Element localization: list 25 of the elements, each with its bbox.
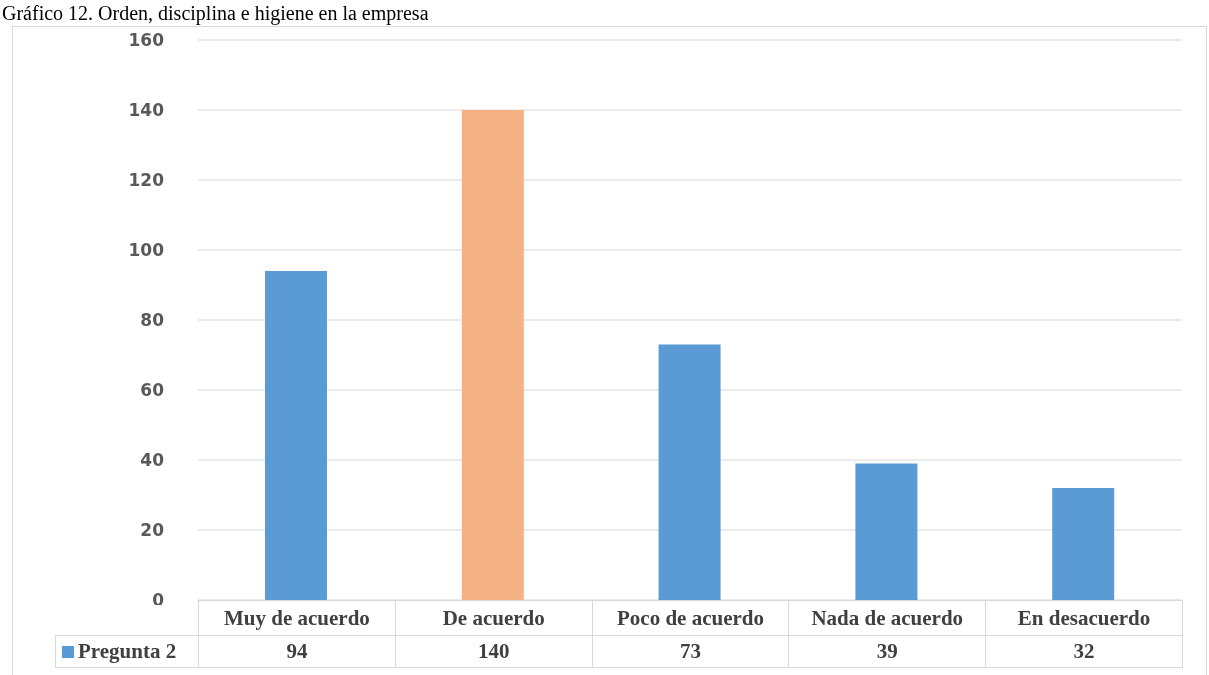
y-tick-label: 60 [140, 380, 165, 401]
x-tick-label: En desacuerdo [985, 600, 1183, 636]
y-tick-label: 40 [140, 450, 165, 471]
data-label: 32 [985, 635, 1183, 668]
data-label: 73 [591, 635, 790, 668]
y-tick-label: 140 [128, 100, 165, 121]
legend-label: Pregunta 2 [55, 635, 199, 668]
y-tick-label: 120 [128, 170, 165, 191]
bar [658, 344, 721, 600]
y-tick-label: 100 [128, 240, 165, 261]
y-tick-label: 80 [140, 310, 165, 331]
bar [265, 271, 327, 600]
y-tick-label: 160 [128, 30, 165, 51]
data-label: 94 [198, 635, 396, 668]
x-tick-label: De acuerdo [394, 600, 593, 636]
chart-title: Gráfico 12. Orden, disciplina e higiene en la empresa [2, 2, 429, 25]
x-tick-label: Nada de acuerdo [788, 600, 987, 636]
data-label: 140 [394, 635, 593, 668]
bar [855, 463, 918, 600]
bar [1052, 488, 1115, 600]
y-tick-label: 20 [140, 520, 165, 541]
x-tick-label: Poco de acuerdo [591, 600, 790, 636]
bar [461, 110, 524, 600]
x-tick-label: Muy de acuerdo [198, 600, 396, 636]
data-label: 39 [788, 635, 987, 668]
